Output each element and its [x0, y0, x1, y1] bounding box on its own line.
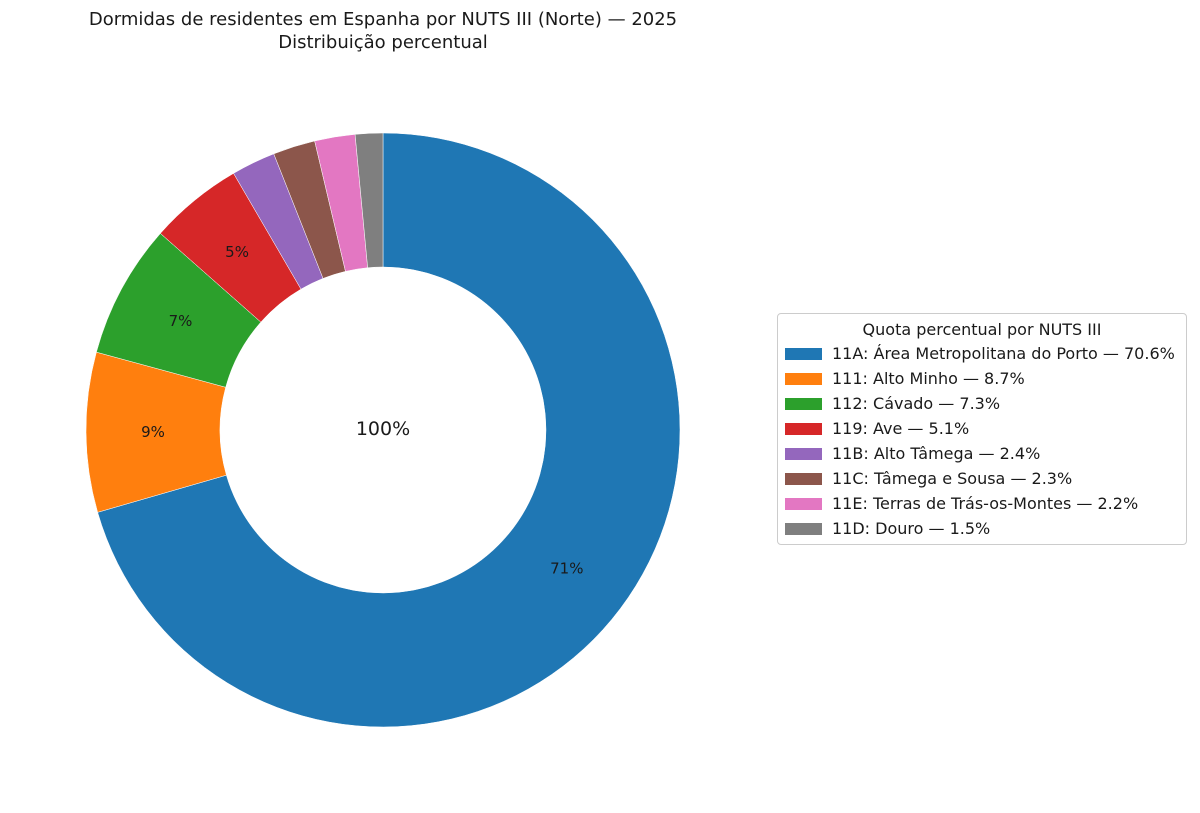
legend-label-112: 112: Cávado — 7.3% [832, 394, 1001, 413]
chart-subtitle: Distribuição percentual [278, 32, 488, 53]
legend-swatch-111 [785, 372, 822, 385]
legend-label-11E: 11E: Terras de Trás-os-Montes — 2.2% [832, 494, 1139, 513]
legend-label-111: 111: Alto Minho — 8.7% [832, 369, 1025, 388]
legend-item-11B: 11B: Alto Tâmega — 2.4% [778, 441, 1186, 466]
legend-item-112: 112: Cávado — 7.3% [778, 391, 1186, 416]
legend-swatch-11D [785, 522, 822, 535]
donut-slices [85, 132, 681, 728]
donut-center-label: 100% [356, 418, 410, 440]
slice-label-11A: 71% [550, 559, 583, 577]
legend-title: Quota percentual por NUTS III [862, 320, 1102, 339]
donut-chart: 71% 9% 7% 5% 100% [85, 132, 681, 728]
legend-item-11E: 11E: Terras de Trás-os-Montes — 2.2% [778, 491, 1186, 516]
slice-11A [97, 132, 681, 728]
legend-label-119: 119: Ave — 5.1% [832, 419, 970, 438]
legend-swatch-11E [785, 497, 822, 510]
legend-label-11A: 11A: Área Metropolitana do Porto — 70.6% [832, 344, 1175, 363]
slice-11D [354, 132, 384, 268]
legend-label-11C: 11C: Tâmega e Sousa — 2.3% [832, 469, 1073, 488]
legend-item-11A: 11A: Área Metropolitana do Porto — 70.6% [778, 341, 1186, 366]
chart-title: Dormidas de residentes em Espanha por NU… [0, 8, 766, 54]
legend-item-119: 119: Ave — 5.1% [778, 416, 1186, 441]
legend-item-111: 111: Alto Minho — 8.7% [778, 366, 1186, 391]
slice-label-111: 9% [141, 423, 165, 441]
legend-swatch-11A [785, 347, 822, 360]
chart-legend: Quota percentual por NUTS III 11A: Área … [777, 313, 1187, 545]
donut-slice-labels: 71% 9% 7% 5% [141, 243, 583, 577]
legend-items: 11A: Área Metropolitana do Porto — 70.6%… [778, 341, 1186, 541]
legend-swatch-112 [785, 397, 822, 410]
legend-swatch-119 [785, 422, 822, 435]
legend-label-11D: 11D: Douro — 1.5% [832, 519, 991, 538]
slice-label-119: 5% [225, 243, 249, 261]
legend-label-11B: 11B: Alto Tâmega — 2.4% [832, 444, 1041, 463]
legend-swatch-11B [785, 447, 822, 460]
chart-title-line-1: Dormidas de residentes em Espanha por NU… [88, 9, 678, 30]
legend-item-11C: 11C: Tâmega e Sousa — 2.3% [778, 466, 1186, 491]
legend-swatch-11C [785, 472, 822, 485]
legend-item-11D: 11D: Douro — 1.5% [778, 516, 1186, 541]
slice-label-112: 7% [169, 312, 193, 330]
